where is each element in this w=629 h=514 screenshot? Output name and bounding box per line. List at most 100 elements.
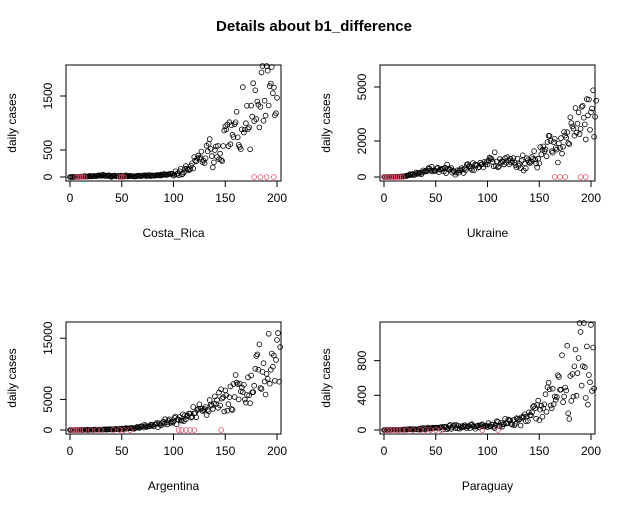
data-point [559, 150, 565, 157]
data-point [584, 96, 590, 102]
data-point [385, 174, 391, 180]
data-point [277, 344, 283, 350]
data-point [539, 413, 546, 420]
data-point [393, 174, 400, 180]
plot-frame [65, 64, 282, 182]
data-point [217, 150, 223, 157]
data-point [580, 114, 587, 121]
data-point [210, 406, 216, 412]
data-point [235, 396, 242, 403]
data-point [422, 427, 429, 433]
data-point [471, 167, 477, 173]
x-axis-label: Paraguay [462, 479, 513, 493]
data-point [530, 156, 536, 162]
x-tick-label: 150 [215, 191, 235, 205]
data-point [218, 427, 224, 433]
data-point [243, 120, 249, 126]
data-point [383, 427, 389, 433]
data-point [249, 113, 256, 120]
x-axis-label: Ukraine [467, 226, 509, 240]
data-point [381, 174, 387, 180]
data-point [69, 427, 75, 433]
data-point [274, 95, 280, 101]
data-point [550, 401, 557, 408]
data-point [517, 422, 524, 429]
data-point [168, 418, 175, 425]
data-point [119, 174, 125, 180]
data-point [190, 165, 197, 172]
data-point [563, 387, 569, 394]
y-tick-label: 0 [41, 426, 55, 433]
data-point [244, 392, 250, 398]
series-2 [69, 427, 224, 433]
data-point [204, 406, 211, 413]
data-point [586, 372, 592, 378]
data-point [529, 409, 535, 416]
data-point [581, 121, 588, 128]
data-point [73, 174, 79, 180]
y-tick-label: 1500 [41, 82, 55, 109]
data-point [99, 172, 105, 179]
data-point [590, 87, 596, 94]
data-point [536, 417, 543, 424]
data-point [271, 174, 277, 180]
data-point [220, 143, 227, 149]
data-point [214, 397, 220, 403]
data-point [542, 146, 549, 153]
data-point [264, 67, 271, 74]
data-point [124, 172, 130, 179]
data-point [246, 124, 252, 131]
data-point [577, 329, 584, 335]
data-point [266, 380, 273, 387]
data-point [173, 421, 180, 428]
data-point [251, 174, 258, 180]
data-point [550, 139, 557, 145]
data-point [566, 416, 573, 422]
x-tick-label: 200 [267, 191, 287, 205]
x-tick-label: 50 [429, 444, 443, 458]
data-point [570, 125, 577, 132]
data-point [488, 156, 495, 163]
data-point [254, 351, 261, 358]
data-point [202, 155, 209, 162]
data-point [273, 110, 279, 116]
data-point [218, 157, 224, 163]
data-point [75, 174, 82, 180]
x-tick-label: 50 [115, 444, 129, 458]
data-point [573, 392, 580, 399]
data-point [256, 124, 263, 131]
data-point [180, 171, 186, 177]
data-point [73, 427, 79, 433]
data-point [395, 174, 402, 180]
data-point [560, 144, 566, 150]
data-point [211, 159, 217, 166]
data-point [191, 427, 198, 433]
data-point [387, 174, 394, 180]
data-point [386, 427, 393, 433]
data-point [205, 408, 212, 415]
data-point [252, 365, 259, 372]
data-point [591, 134, 597, 140]
data-point [537, 406, 544, 413]
data-point [593, 97, 599, 104]
data-point [262, 391, 269, 398]
data-point [245, 126, 251, 132]
data-point [572, 105, 579, 111]
data-point [121, 174, 127, 180]
data-point [409, 171, 415, 178]
figure-title: Details about b1_difference [216, 18, 412, 35]
y-tick-label: 0 [355, 426, 369, 433]
data-point [556, 374, 562, 380]
data-point [535, 155, 541, 162]
data-point [564, 342, 570, 349]
data-point [535, 397, 541, 404]
data-point [193, 414, 200, 421]
data-point [443, 170, 449, 176]
data-point [438, 427, 444, 433]
x-tick-label: 150 [215, 444, 235, 458]
data-point [271, 352, 277, 359]
data-point [177, 166, 184, 172]
data-point [217, 402, 223, 409]
series-2 [383, 427, 501, 433]
data-point [227, 141, 234, 148]
